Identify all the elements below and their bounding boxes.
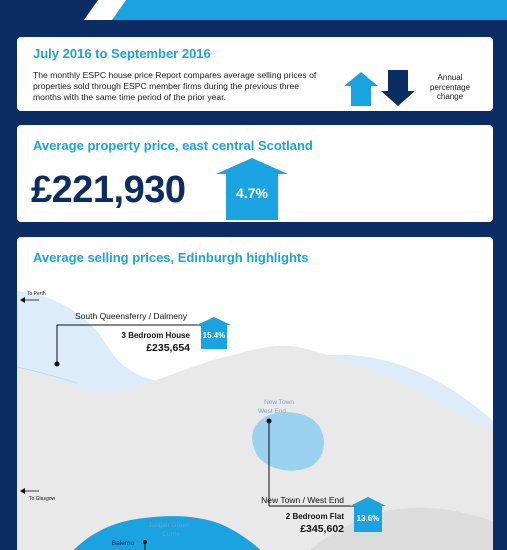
average-price-value: £221,930 bbox=[31, 169, 186, 211]
area-2-change-arrow: 13.6% bbox=[350, 497, 386, 532]
map-label-juniper-green: Juniper Green bbox=[148, 522, 190, 529]
area-2-name: New Town / West End bbox=[261, 495, 344, 505]
area-1-property: 3 Bedroom House bbox=[122, 331, 191, 340]
average-price-title: Average property price, east central Sco… bbox=[33, 138, 313, 153]
south-queensferry-marker bbox=[54, 361, 60, 367]
area-2-price: £345,602 bbox=[300, 523, 344, 535]
banner-stripe-blue bbox=[111, 0, 507, 20]
to-perth-label: To Perth bbox=[27, 291, 46, 297]
top-banner bbox=[0, 0, 507, 20]
intro-card: July 2016 to September 2016 The monthly … bbox=[17, 37, 493, 111]
area-1-change-arrow: 15.4% bbox=[197, 317, 231, 349]
highlights-title: Average selling prices, Edinburgh highli… bbox=[33, 250, 309, 265]
southwest-area bbox=[73, 516, 261, 550]
up-arrow-icon bbox=[344, 72, 378, 106]
area-1-change: 15.4% bbox=[203, 331, 226, 340]
edinburgh-map: South Queensferry / Dalmeny 3 Bedroom Ho… bbox=[17, 271, 493, 550]
legend-label: Annual percentage change bbox=[429, 73, 471, 101]
to-glasgow-indicator: To Glasgow bbox=[20, 488, 56, 502]
new-town-area bbox=[252, 412, 325, 471]
map-label-currie: Currie bbox=[162, 531, 180, 538]
area-2-property: 2 Bedroom Flat bbox=[286, 512, 345, 521]
change-up-arrow: 4.7% bbox=[216, 158, 288, 220]
map-label-balerno: Balerno bbox=[112, 540, 135, 547]
area-2-change: 13.6% bbox=[357, 514, 380, 523]
area-1-price: £235,654 bbox=[146, 342, 190, 354]
average-price-card: Average property price, east central Sco… bbox=[17, 125, 493, 222]
report-description: The monthly ESPC house price Report comp… bbox=[33, 70, 317, 102]
north-shore bbox=[17, 271, 217, 321]
area-1-name: South Queensferry / Dalmeny bbox=[75, 311, 188, 321]
map-label-west-end: West End bbox=[258, 408, 286, 415]
down-arrow-icon bbox=[381, 70, 415, 106]
to-perth-indicator: To Perth bbox=[20, 291, 46, 303]
to-glasgow-label: To Glasgow bbox=[29, 496, 56, 502]
period-title: July 2016 to September 2016 bbox=[33, 46, 211, 61]
map-label-new-town: New Town bbox=[264, 399, 294, 406]
average-change-label: 4.7% bbox=[236, 185, 268, 201]
highlights-card: Average selling prices, Edinburgh highli… bbox=[17, 237, 493, 550]
new-town-marker bbox=[266, 418, 272, 424]
